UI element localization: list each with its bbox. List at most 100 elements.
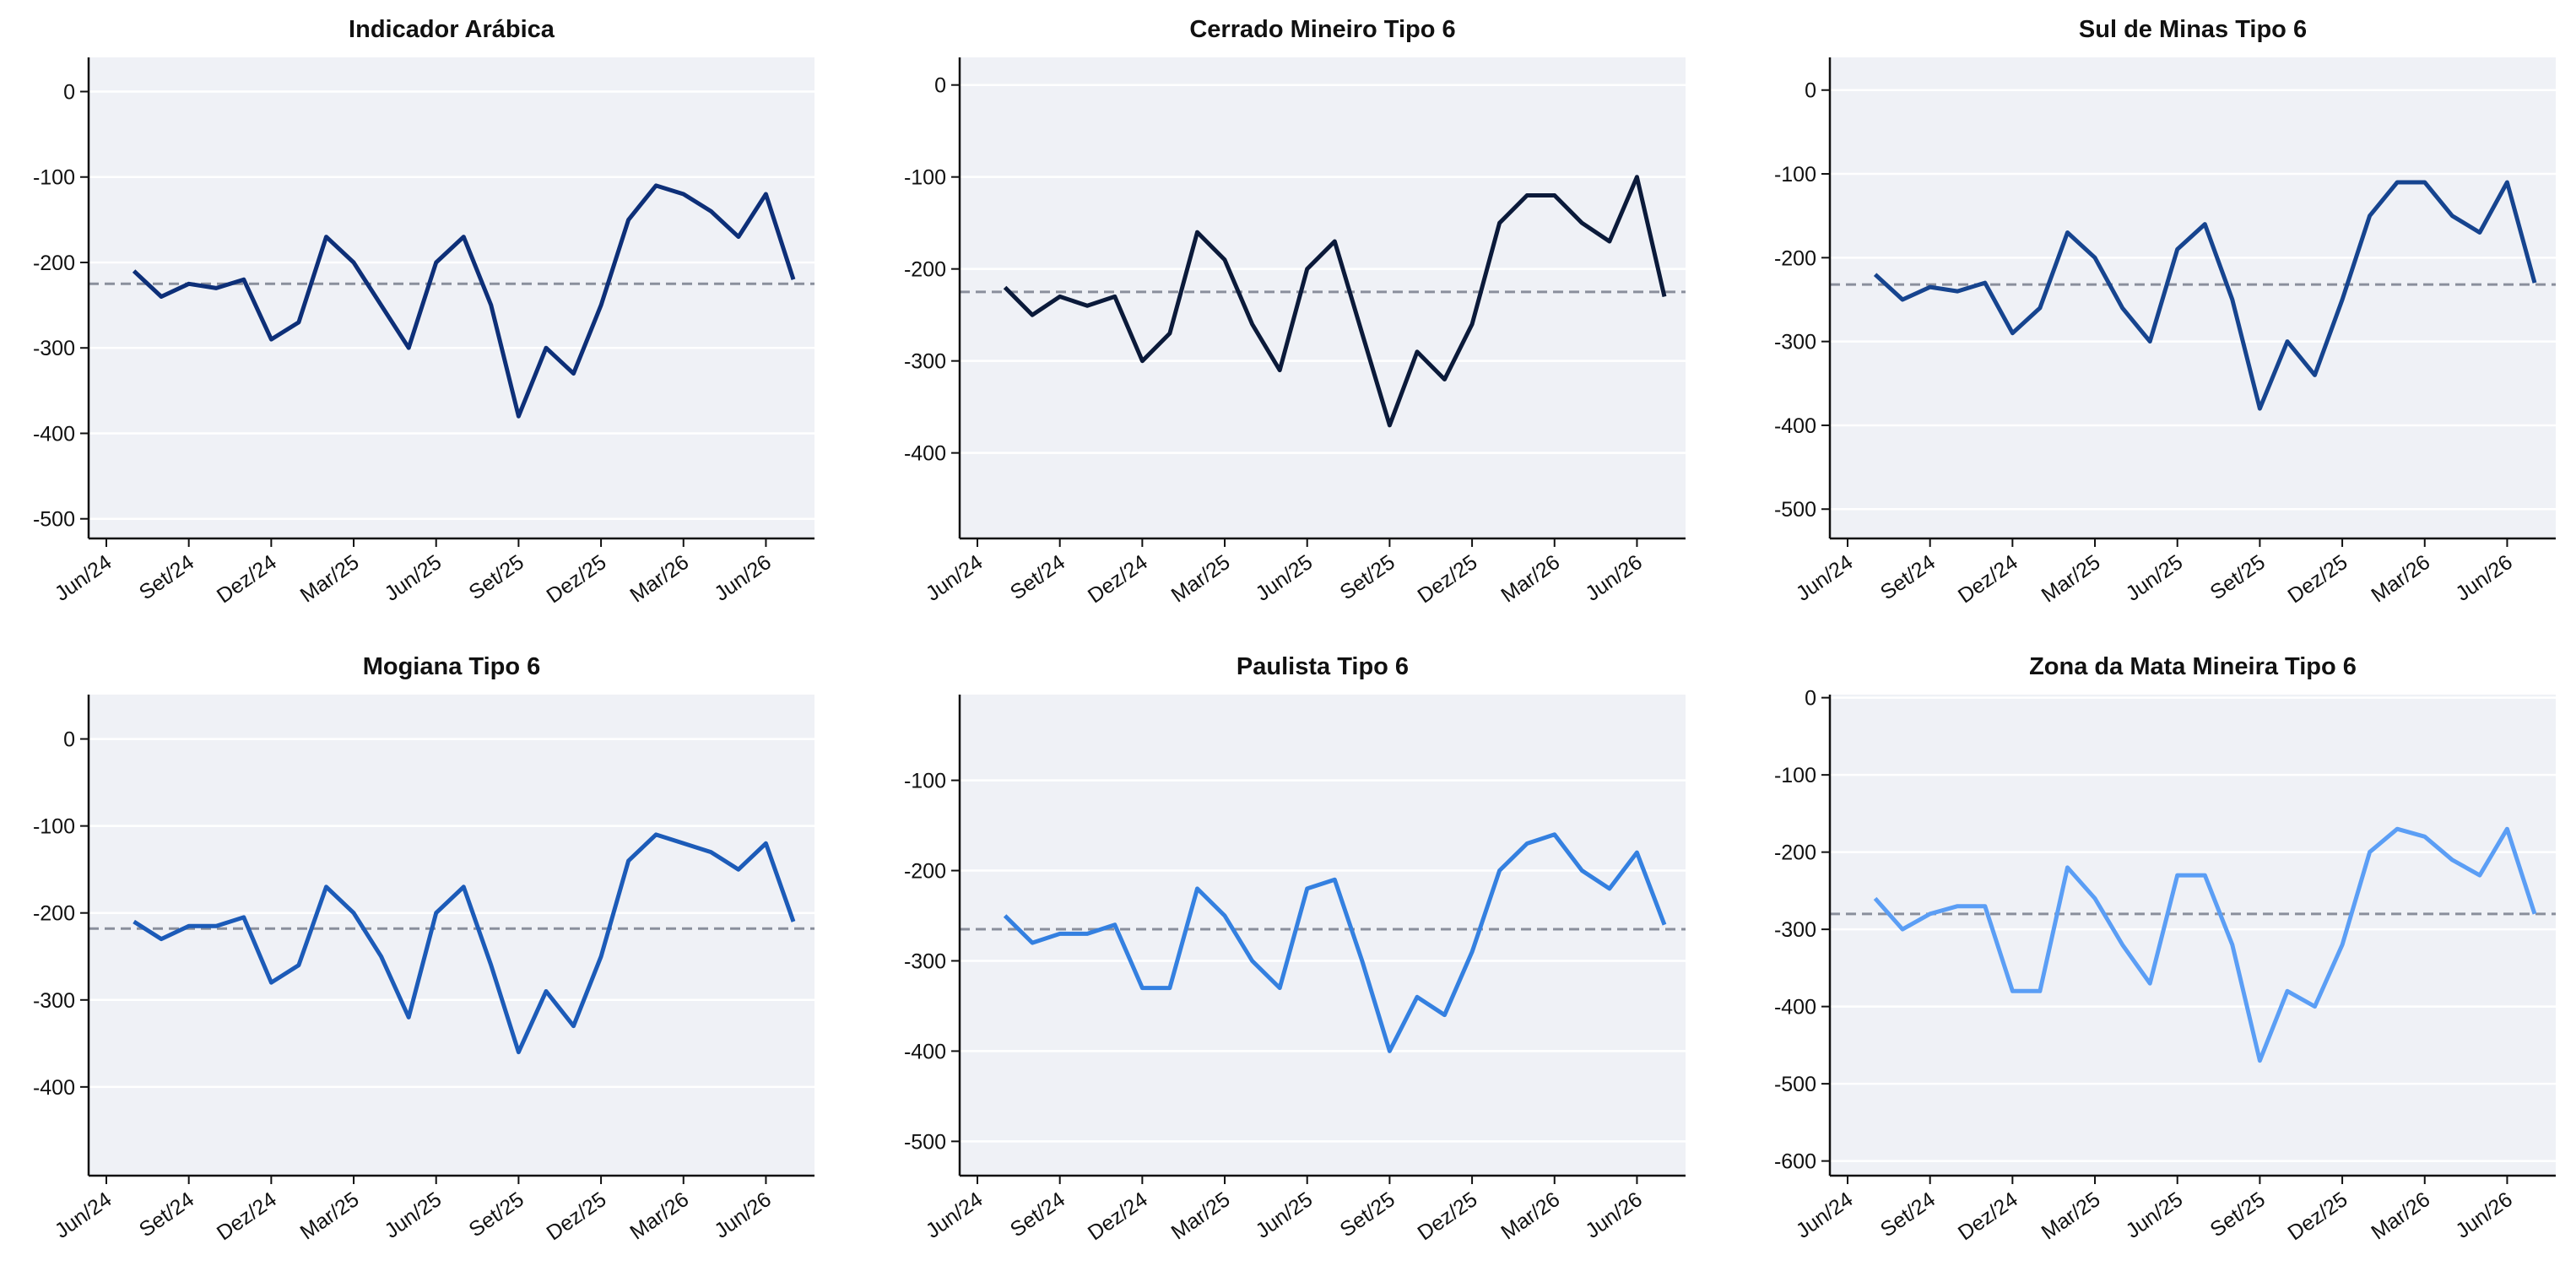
x-tick-label: Mar/25 [1167,550,1235,608]
y-tick-label: -400 [33,422,75,446]
y-tick-label: -400 [904,1040,946,1063]
x-tick-label: Set/25 [2206,1187,2270,1241]
x-tick-label: Jun/24 [922,550,988,606]
subplot: Sul de Minas Tipo 6 0 -100 -200 -300 -400 -500… [1774,16,2556,608]
subplot-title: Paulista Tipo 6 [1237,653,1409,680]
x-tick-label: Set/25 [2206,550,2270,604]
y-tick-label: -200 [33,902,75,926]
line-series [1003,832,1667,1053]
y-tick-label: -300 [1774,918,1816,942]
plot-area [89,695,814,1176]
y-tick-label: -500 [1774,498,1816,522]
plot-area [89,57,814,538]
x-tick-label: Jun/24 [922,1187,988,1243]
x-tick-label: Set/25 [1336,550,1399,604]
y-tick-label: -500 [33,508,75,532]
x-tick-label: Mar/25 [296,550,364,608]
x-tick-label: Set/24 [135,550,198,604]
y-tick-label: -300 [904,949,946,973]
y-tick-label: -200 [1774,246,1816,270]
x-tick-label: Dez/25 [543,550,611,608]
x-tick-label: Mar/26 [625,550,693,608]
x-tick-label: Jun/25 [381,550,446,606]
x-tick-label: Jun/25 [1252,1187,1318,1243]
y-tick-label: -100 [904,770,946,793]
y-tick-label: -400 [1774,414,1816,438]
y-tick-label: -200 [33,252,75,275]
x-tick-label: Dez/24 [213,550,281,608]
subplot: Zona da Mata Mineira Tipo 6 0 -100 -200 -300… [1774,653,2556,1245]
x-tick-label: Mar/26 [1496,550,1564,608]
y-tick-label: -300 [1774,331,1816,354]
x-tick-label: Set/24 [1876,1187,1940,1241]
x-tick-label: Mar/26 [1496,1187,1564,1245]
subplot-title: Zona da Mata Mineira Tipo 6 [2029,653,2357,680]
x-tick-label: Dez/25 [2284,550,2352,608]
y-tick-label: -200 [904,258,946,282]
x-tick-label: Jun/25 [381,1187,446,1243]
line-series [133,832,796,1055]
x-tick-label: Jun/24 [51,1187,116,1243]
x-tick-label: Dez/24 [1084,1187,1152,1245]
line-series [132,183,796,419]
y-tick-label: -500 [904,1130,946,1154]
line-series [1873,826,2537,1063]
y-tick-label: 0 [63,728,75,752]
y-tick-label: -100 [1774,163,1816,187]
x-tick-label: Dez/24 [1084,550,1152,608]
x-tick-label: Jun/25 [2122,550,2188,606]
subplot-title: Indicador Arábica [349,16,555,43]
subplot: Mogiana Tipo 6 0 -100 -200 -300 -400 Jun/24 Set… [33,653,814,1245]
x-tick-label: Jun/26 [710,550,776,606]
y-tick-label: -600 [1774,1150,1816,1174]
x-tick-label: Jun/25 [2122,1187,2188,1243]
x-tick-label: Dez/25 [2284,1187,2352,1245]
subplot-title: Mogiana Tipo 6 [363,653,541,680]
x-tick-label: Mar/25 [2038,550,2105,608]
x-tick-label: Jun/24 [1792,1187,1858,1243]
y-tick-label: -300 [33,337,75,360]
y-tick-label: -200 [904,860,946,884]
x-tick-label: Set/25 [1336,1187,1399,1241]
x-tick-label: Jun/24 [1792,550,1858,606]
x-tick-label: Mar/26 [625,1187,693,1245]
x-tick-label: Set/24 [1006,1187,1069,1241]
y-tick-label: -100 [33,815,75,839]
x-tick-label: Set/25 [465,550,528,604]
x-tick-label: Set/24 [135,1187,198,1241]
x-tick-label: Jun/26 [1581,550,1647,606]
y-tick-label: -400 [33,1076,75,1100]
subplot-title: Sul de Minas Tipo 6 [2079,16,2307,43]
x-tick-label: Jun/25 [1252,550,1318,606]
x-tick-label: Jun/24 [51,550,116,606]
y-tick-label: -500 [1774,1073,1816,1096]
y-tick-label: -300 [904,350,946,374]
subplot: Paulista Tipo 6 -100 -200 -300 -400 -500 Jun/2… [904,653,1686,1245]
x-tick-label: Jun/26 [2451,1187,2517,1243]
x-tick-label: Set/25 [465,1187,528,1241]
x-tick-label: Mar/26 [2367,550,2434,608]
y-tick-label: -200 [1774,841,1816,865]
y-tick-label: -400 [904,442,946,466]
x-tick-label: Dez/25 [543,1187,611,1245]
x-tick-label: Mar/25 [1167,1187,1235,1245]
line-series [1003,175,1667,428]
x-tick-label: Jun/26 [1581,1187,1647,1243]
x-tick-label: Dez/24 [1954,1187,2022,1245]
y-tick-label: -100 [33,166,75,190]
x-tick-label: Dez/25 [1414,550,1482,608]
subplot-title: Cerrado Mineiro Tipo 6 [1189,16,1455,43]
x-tick-label: Mar/25 [2038,1187,2105,1245]
x-tick-label: Dez/24 [213,1187,281,1245]
x-tick-label: Jun/26 [710,1187,776,1243]
line-series [1873,180,2537,411]
plot-area [1830,695,2556,1176]
x-tick-label: Mar/25 [296,1187,364,1245]
subplot: Cerrado Mineiro Tipo 6 0 -100 -200 -300 -400 J… [904,16,1686,608]
x-tick-label: Set/24 [1876,550,1940,604]
x-tick-label: Set/24 [1006,550,1069,604]
y-tick-label: -300 [33,989,75,1013]
x-tick-label: Jun/26 [2451,550,2517,606]
plot-area [1830,57,2556,538]
